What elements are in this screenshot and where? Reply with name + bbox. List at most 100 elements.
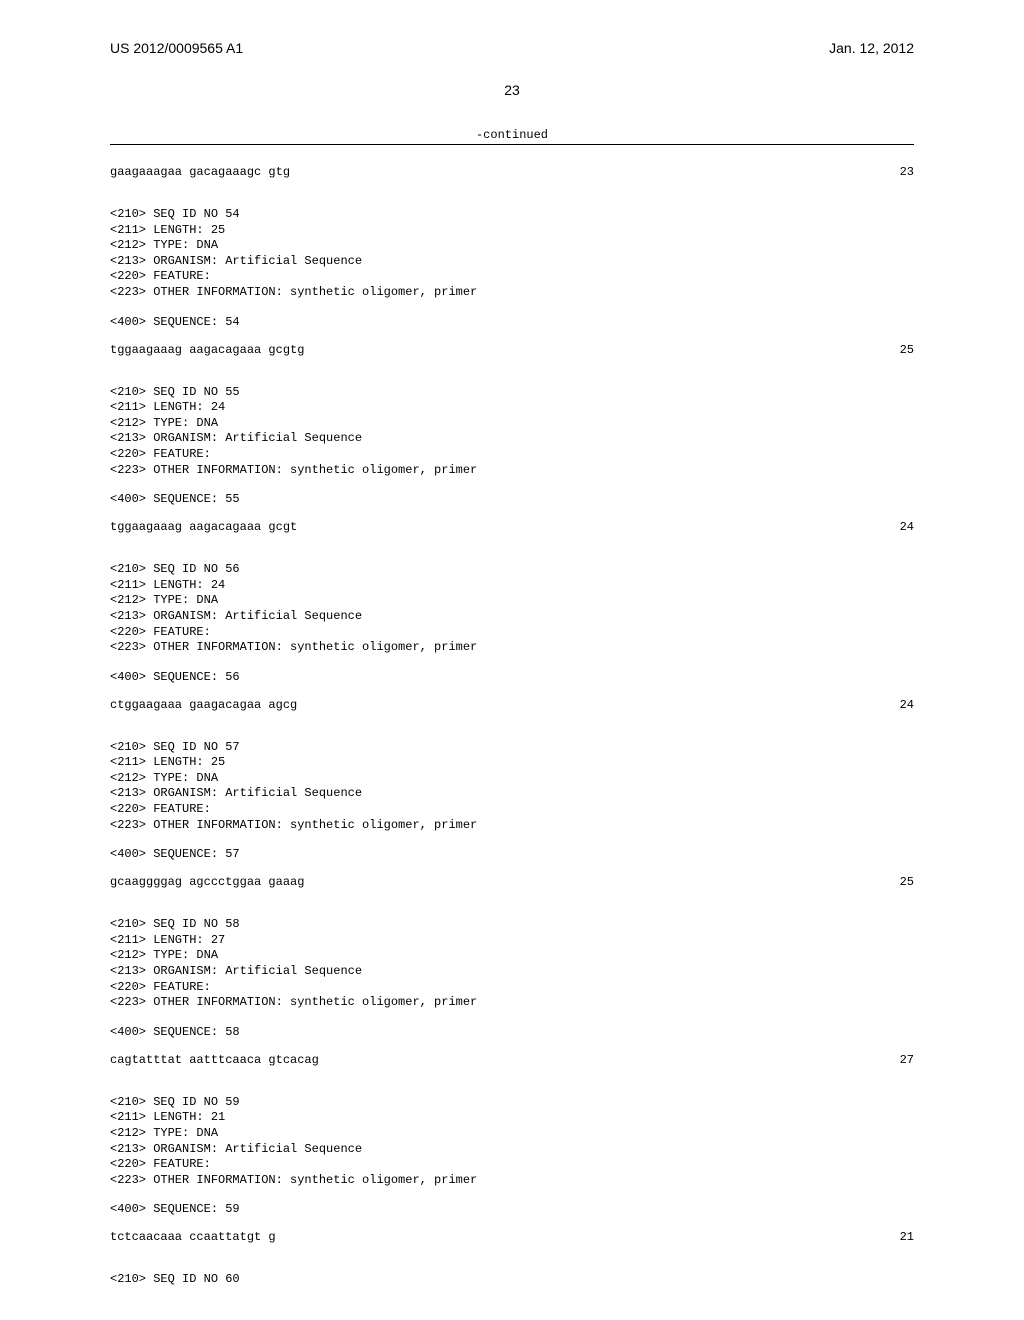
sequence-row: tggaagaaag aagacagaaa gcgt 24 <box>110 520 914 534</box>
patent-date: Jan. 12, 2012 <box>829 40 914 56</box>
meta-400: <400> SEQUENCE: <box>110 1202 225 1216</box>
sequence-text: cagtatttat aatttcaaca gtcacag <box>110 1053 319 1067</box>
seq-length-meta: 21 <box>211 1110 225 1124</box>
meta-213: <213> ORGANISM: <box>110 1142 225 1156</box>
meta-220: <220> FEATURE: <box>110 980 211 994</box>
seq-id: 55 <box>225 385 239 399</box>
seq-organism: Artificial Sequence <box>225 254 362 268</box>
seq-type: DNA <box>196 593 218 607</box>
meta-223: <223> OTHER INFORMATION: <box>110 1173 290 1187</box>
page-number: 23 <box>110 82 914 98</box>
meta-211: <211> LENGTH: <box>110 400 211 414</box>
meta-213: <213> ORGANISM: <box>110 254 225 268</box>
seq-length-meta: 27 <box>211 933 225 947</box>
seq-label-id: 54 <box>225 315 239 329</box>
meta-223: <223> OTHER INFORMATION: <box>110 995 290 1009</box>
sequence-label: <400> SEQUENCE: 56 <box>110 670 914 684</box>
seq-organism: Artificial Sequence <box>225 786 362 800</box>
seq-id: 57 <box>225 740 239 754</box>
meta-220: <220> FEATURE: <box>110 802 211 816</box>
sequence-text: tggaagaaag aagacagaaa gcgt <box>110 520 297 534</box>
meta-223: <223> OTHER INFORMATION: <box>110 640 290 654</box>
meta-223: <223> OTHER INFORMATION: <box>110 463 290 477</box>
seq-label-id: 56 <box>225 670 239 684</box>
meta-213: <213> ORGANISM: <box>110 964 225 978</box>
seq-meta: <210> SEQ ID NO 58 <211> LENGTH: 27 <212… <box>110 917 914 1011</box>
seq-length-meta: 24 <box>211 400 225 414</box>
sequence-length: 21 <box>900 1230 914 1244</box>
seq-length-meta: 24 <box>211 578 225 592</box>
seq-type: DNA <box>196 948 218 962</box>
meta-210: <210> SEQ ID NO <box>110 740 225 754</box>
seq-organism: Artificial Sequence <box>225 431 362 445</box>
continued-label: -continued <box>110 128 914 142</box>
meta-211: <211> LENGTH: <box>110 223 211 237</box>
meta-210: <210> SEQ ID NO <box>110 207 225 221</box>
meta-210: <210> SEQ ID NO <box>110 562 225 576</box>
sequence-label: <400> SEQUENCE: 58 <box>110 1025 914 1039</box>
seq-meta: <210> SEQ ID NO 59 <211> LENGTH: 21 <212… <box>110 1095 914 1189</box>
meta-212: <212> TYPE: <box>110 238 196 252</box>
meta-211: <211> LENGTH: <box>110 578 211 592</box>
meta-213: <213> ORGANISM: <box>110 431 225 445</box>
document-header: US 2012/0009565 A1 Jan. 12, 2012 <box>110 40 914 56</box>
seq-label-id: 57 <box>225 847 239 861</box>
seq-type: DNA <box>196 238 218 252</box>
seq-type: DNA <box>196 416 218 430</box>
seq-block: <210> SEQ ID NO 54 <211> LENGTH: 25 <212… <box>110 207 914 357</box>
seq-id: 56 <box>225 562 239 576</box>
meta-211: <211> LENGTH: <box>110 933 211 947</box>
meta-400: <400> SEQUENCE: <box>110 670 225 684</box>
seq-block: <210> SEQ ID NO 55 <211> LENGTH: 24 <212… <box>110 385 914 535</box>
sequence-length: 24 <box>900 520 914 534</box>
sequence-row: tggaagaaag aagacagaaa gcgtg 25 <box>110 343 914 357</box>
seq-block: <210> SEQ ID NO 59 <211> LENGTH: 21 <212… <box>110 1095 914 1245</box>
seq-other: synthetic oligomer, primer <box>290 818 477 832</box>
seq-label-id: 58 <box>225 1025 239 1039</box>
sequence-text: tggaagaaag aagacagaaa gcgtg <box>110 343 304 357</box>
meta-400: <400> SEQUENCE: <box>110 1025 225 1039</box>
sequence-length: 25 <box>900 875 914 889</box>
meta-212: <212> TYPE: <box>110 593 196 607</box>
meta-220: <220> FEATURE: <box>110 625 211 639</box>
meta-223: <223> OTHER INFORMATION: <box>110 818 290 832</box>
patent-number: US 2012/0009565 A1 <box>110 40 243 56</box>
meta-400: <400> SEQUENCE: <box>110 492 225 506</box>
sequence-text: gaagaaagaa gacagaaagc gtg <box>110 165 290 179</box>
meta-210: <210> SEQ ID NO <box>110 385 225 399</box>
sequence-row: ctggaagaaa gaagacagaa agcg 24 <box>110 698 914 712</box>
seq-meta: <210> SEQ ID NO 56 <211> LENGTH: 24 <212… <box>110 562 914 656</box>
meta-223: <223> OTHER INFORMATION: <box>110 285 290 299</box>
seq-organism: Artificial Sequence <box>225 609 362 623</box>
divider <box>110 144 914 145</box>
seq-type: DNA <box>196 1126 218 1140</box>
seq-id: 54 <box>225 207 239 221</box>
meta-210: <210> SEQ ID NO <box>110 1272 225 1286</box>
meta-210: <210> SEQ ID NO <box>110 1095 225 1109</box>
sequence-label: <400> SEQUENCE: 55 <box>110 492 914 506</box>
meta-400: <400> SEQUENCE: <box>110 315 225 329</box>
seq-other: synthetic oligomer, primer <box>290 285 477 299</box>
seq-meta: <210> SEQ ID NO 55 <211> LENGTH: 24 <212… <box>110 385 914 479</box>
seq-other: synthetic oligomer, primer <box>290 1173 477 1187</box>
seq-type: DNA <box>196 771 218 785</box>
seq-other: synthetic oligomer, primer <box>290 463 477 477</box>
meta-210: <210> SEQ ID NO <box>110 917 225 931</box>
meta-212: <212> TYPE: <box>110 771 196 785</box>
sequence-text: tctcaacaaa ccaattatgt g <box>110 1230 276 1244</box>
meta-212: <212> TYPE: <box>110 1126 196 1140</box>
meta-211: <211> LENGTH: <box>110 1110 211 1124</box>
sequence-length: 27 <box>900 1053 914 1067</box>
sequence-row: cagtatttat aatttcaaca gtcacag 27 <box>110 1053 914 1067</box>
meta-212: <212> TYPE: <box>110 948 196 962</box>
sequence-text: gcaaggggag agccctggaa gaaag <box>110 875 304 889</box>
seq-block: <210> SEQ ID NO 56 <211> LENGTH: 24 <212… <box>110 562 914 712</box>
seq-label-id: 59 <box>225 1202 239 1216</box>
meta-212: <212> TYPE: <box>110 416 196 430</box>
meta-213: <213> ORGANISM: <box>110 609 225 623</box>
seq-other: synthetic oligomer, primer <box>290 995 477 1009</box>
sequence-label: <400> SEQUENCE: 59 <box>110 1202 914 1216</box>
seq-id: 58 <box>225 917 239 931</box>
sequence-length: 24 <box>900 698 914 712</box>
meta-220: <220> FEATURE: <box>110 1157 211 1171</box>
